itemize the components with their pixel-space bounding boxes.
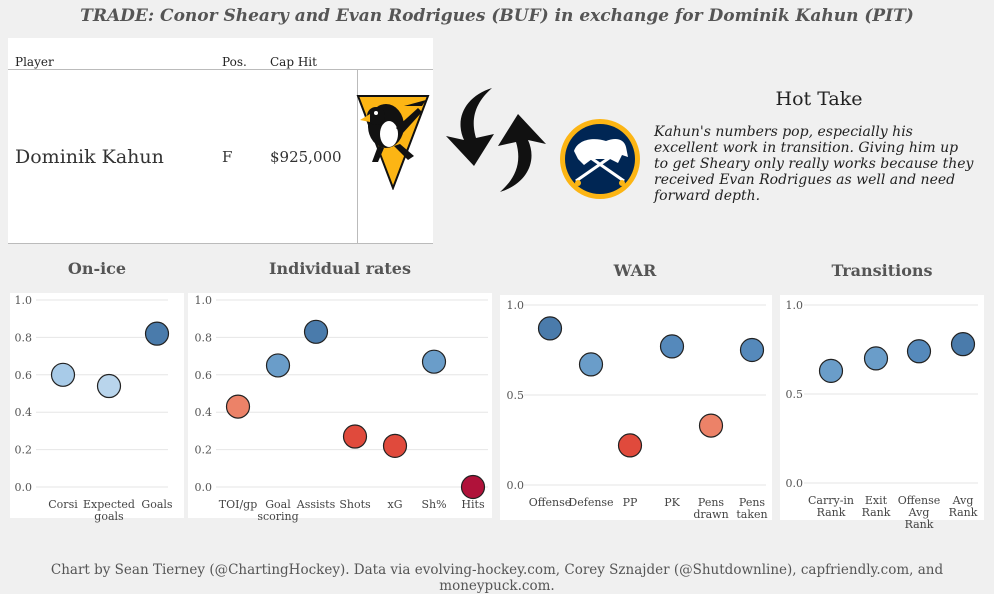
panel-title-transitions: Transitions [831,261,933,280]
x-tick-label: Assists [296,498,336,511]
y-tick-label: 1.0 [15,294,33,307]
x-tick-label: Shots [339,498,371,511]
y-tick-label: 0.6 [15,369,33,382]
x-tick-label: Exit [865,494,888,507]
x-tick-label: taken [736,508,767,521]
x-tick-label: PK [664,496,680,509]
data-point [906,339,932,364]
y-tick-label: 0.8 [195,331,213,344]
x-tick-label: TOI/gp [219,498,258,511]
hot-take-title: Hot Take [775,88,863,110]
y-tick-label: 0.0 [195,481,213,494]
header-pos: Pos. [222,55,247,69]
trade-arrows-icon [446,88,546,192]
data-point [144,321,170,346]
y-tick-label: 1.0 [507,299,525,312]
data-point [50,362,76,387]
panel-title-individual-rates: Individual rates [269,259,411,278]
y-tick-label: 0.0 [786,477,804,490]
data-point [537,316,563,341]
x-tick-label: Pens [739,496,766,509]
x-tick-label: Sh% [421,498,446,511]
player-position: F [222,148,233,166]
y-tick-label: 0.4 [195,406,213,419]
y-tick-label: 0.2 [15,444,33,457]
data-point [342,424,368,449]
x-tick-label: Corsi [48,498,78,511]
data-point [421,349,447,374]
data-point [659,334,685,359]
x-tick-label: Avg [908,506,930,519]
header-player: Player [15,55,54,69]
x-tick-label: Rank [949,506,978,519]
x-tick-label: Goal [265,498,291,511]
data-point [225,394,251,419]
panel-title-war: WAR [613,261,657,280]
data-point [739,337,765,363]
header-cap-hit: Cap Hit [270,55,317,69]
y-tick-label: 0.4 [15,406,33,419]
x-tick-label: scoring [257,510,298,523]
data-point [460,474,486,500]
x-tick-label: Hits [461,498,485,511]
x-tick-label: goals [94,510,124,523]
table-bottom-divider [8,243,433,244]
y-tick-label: 0.2 [195,444,213,457]
data-point [950,332,976,357]
x-tick-label: Rank [905,518,934,531]
data-point [578,352,604,377]
x-tick-label: Pens [698,496,725,509]
data-point [96,373,122,399]
x-tick-label: drawn [693,508,728,521]
data-point [818,358,844,383]
player-name: Dominik Kahun [15,146,164,168]
penguins-logo-icon [356,95,430,190]
y-tick-label: 0.8 [15,331,33,344]
y-tick-label: 0.5 [786,388,804,401]
panel-title-on-ice: On-ice [67,259,127,278]
data-point [617,433,643,458]
page-title: TRADE: Conor Sheary and Evan Rodrigues (… [80,6,914,26]
y-tick-label: 0.5 [507,389,525,402]
x-tick-label: Carry-in [808,494,854,507]
footer-credit: Chart by Sean Tierney (@ChartingHockey).… [50,562,944,594]
x-tick-label: Expected [83,498,135,511]
y-tick-label: 0.0 [15,481,33,494]
data-point [382,433,408,458]
chart-panel-4 [780,295,984,520]
x-tick-label: Avg [952,494,974,507]
hot-take-text: Kahun's numbers pop, especially his exce… [654,124,974,204]
sabres-logo-icon [560,119,640,199]
y-tick-label: 1.0 [195,294,213,307]
table-column-divider [357,69,358,244]
y-tick-label: 0.0 [507,479,525,492]
x-tick-label: PP [623,496,638,509]
data-point [863,346,889,371]
x-tick-label: Rank [862,506,891,519]
y-tick-label: 0.6 [195,369,213,382]
x-tick-label: Rank [817,506,846,519]
x-tick-label: xG [388,498,403,511]
data-point [698,413,724,438]
y-tick-label: 1.0 [786,299,804,312]
table-header-divider [8,69,433,70]
x-tick-label: Offense [898,494,941,507]
x-tick-label: Goals [141,498,172,511]
data-point [303,319,329,344]
x-tick-label: Defense [568,496,613,509]
x-tick-label: Offense [529,496,572,509]
data-point [265,353,291,378]
player-cap-hit: $925,000 [270,148,342,166]
player-table: Player Pos. Cap Hit Dominik Kahun F $925… [8,38,433,244]
